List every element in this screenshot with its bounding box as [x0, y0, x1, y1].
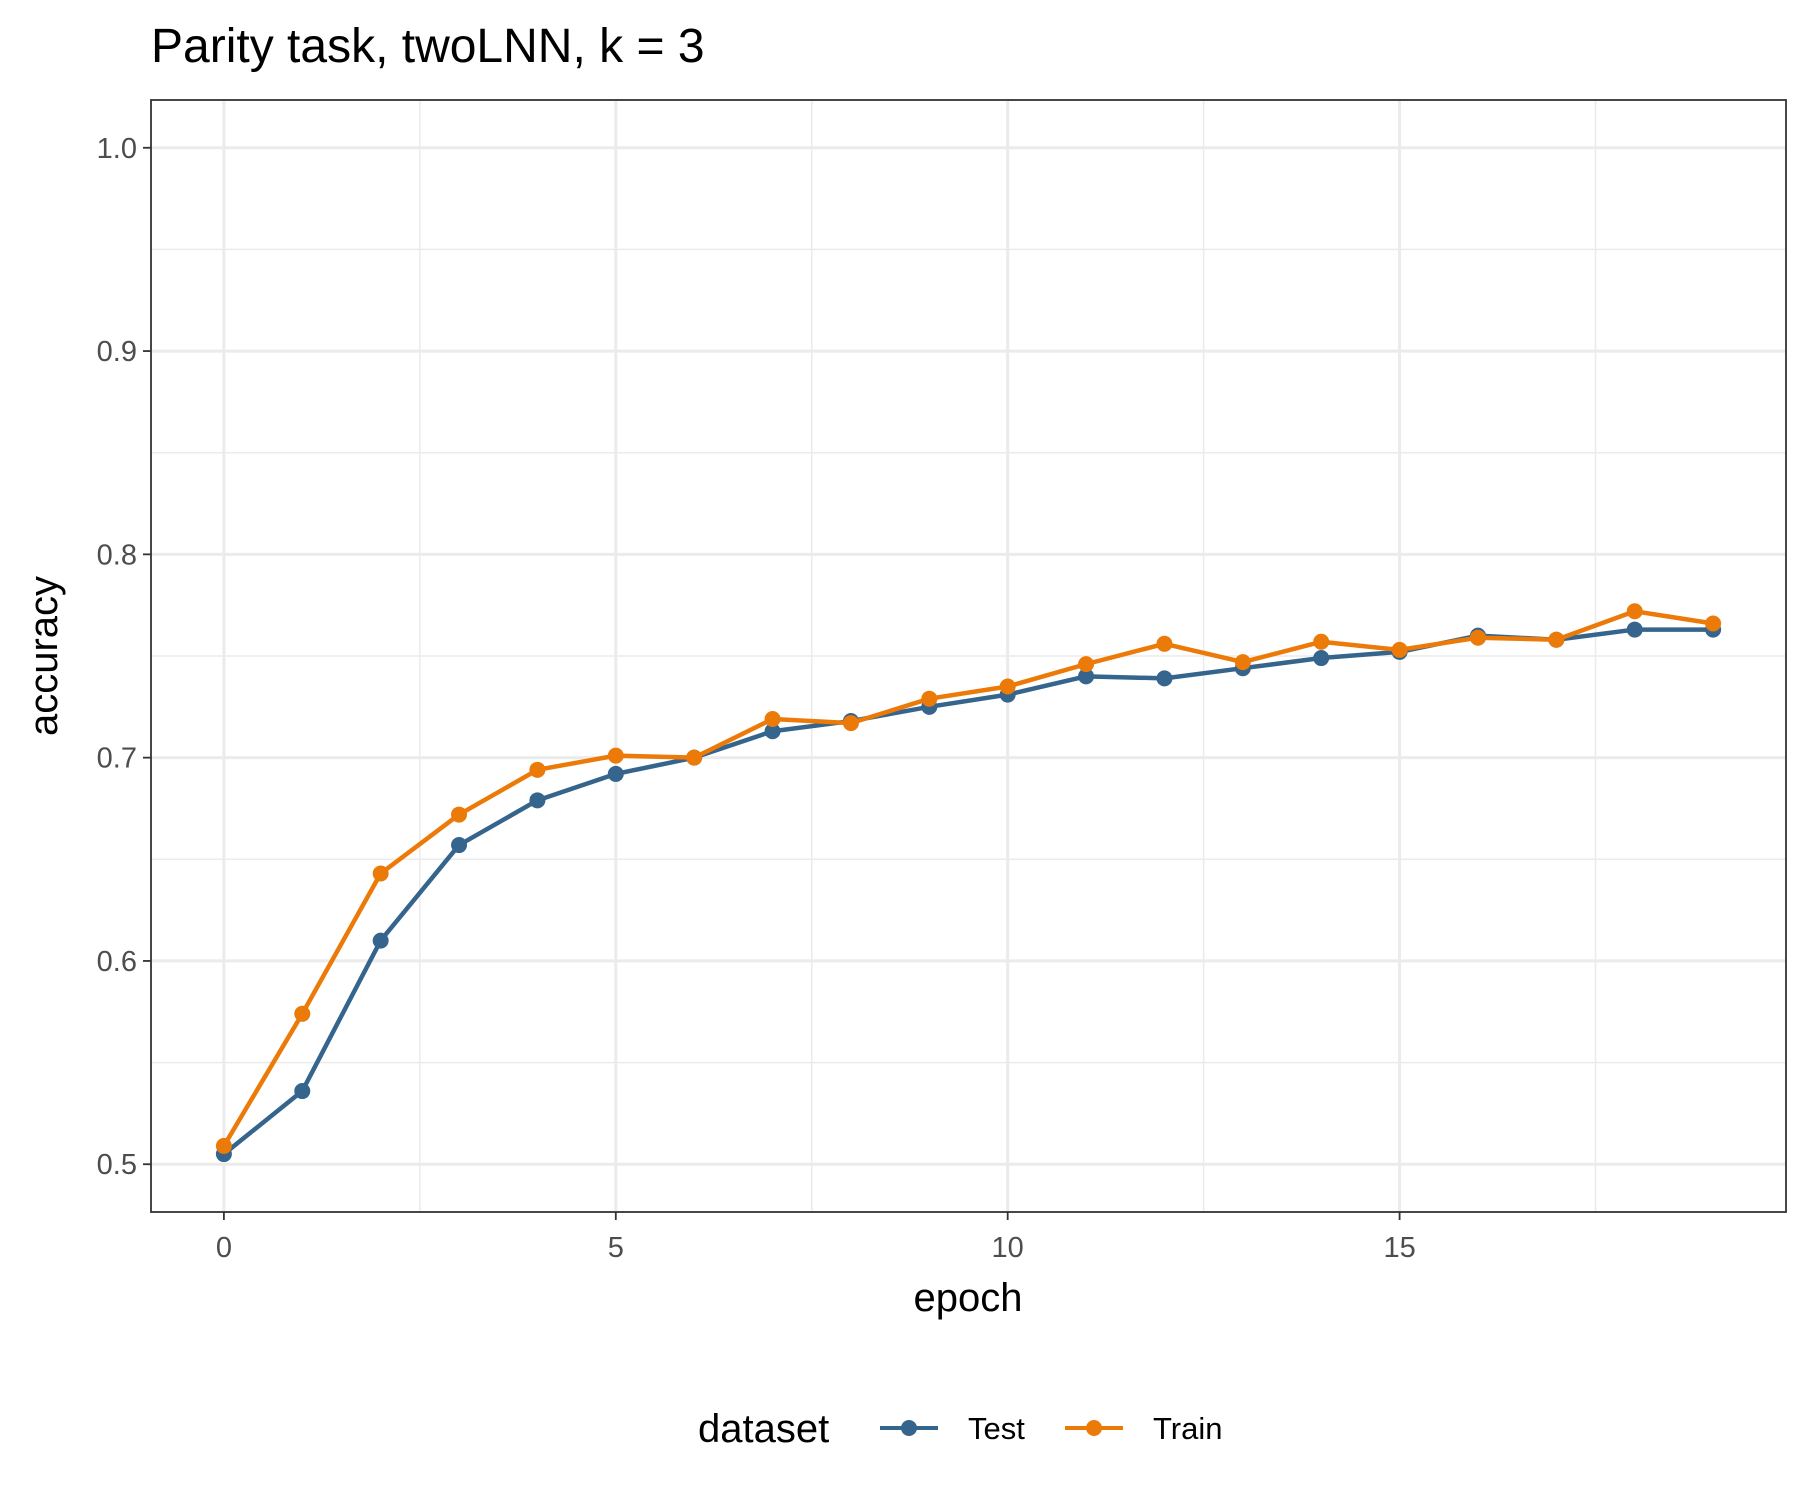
data-point-train	[921, 690, 938, 707]
x-axis-title: epoch	[914, 1276, 1023, 1320]
data-point-train	[372, 865, 389, 882]
legend-label-test: Test	[968, 1411, 1025, 1446]
y-axis-title: accuracy	[22, 576, 66, 736]
data-point-train	[686, 749, 703, 766]
major-gridlines	[151, 100, 1786, 1212]
data-point-train	[1469, 629, 1486, 646]
series-layer	[215, 603, 1722, 1163]
y-tick-label: 0.8	[97, 539, 137, 571]
legend-item-train: Train	[1065, 1411, 1222, 1446]
data-point-train	[842, 715, 859, 732]
y-tick-label: 0.7	[97, 743, 137, 775]
plot-panel	[150, 99, 1787, 1213]
data-point-train	[1391, 641, 1408, 658]
legend-label-train: Train	[1153, 1411, 1222, 1446]
data-point-train	[215, 1137, 232, 1154]
data-point-test	[1313, 650, 1330, 667]
legend-key-point-test	[901, 1420, 917, 1436]
data-point-train	[294, 1005, 311, 1022]
data-point-test	[1078, 668, 1095, 685]
chart-title: Parity task, twoLNN, k = 3	[151, 20, 705, 73]
y-tick-label: 0.5	[97, 1149, 137, 1181]
y-tick-label: 0.6	[97, 946, 137, 978]
data-point-train	[451, 806, 468, 823]
legend-title: dataset	[698, 1407, 829, 1451]
minor-gridlines	[151, 100, 1786, 1212]
legend-key-point-train	[1086, 1420, 1102, 1436]
data-point-train	[764, 711, 781, 728]
data-point-train	[1078, 656, 1095, 673]
series-train	[215, 603, 1722, 1154]
data-point-train	[1626, 603, 1643, 620]
plot-border	[150, 99, 1787, 1213]
legend-item-test: Test	[880, 1411, 1025, 1446]
data-point-train	[1156, 635, 1173, 652]
x-axis: 0 5 10 15	[216, 1212, 1416, 1264]
data-point-test	[764, 723, 781, 740]
data-point-test	[1626, 621, 1643, 638]
data-point-train	[1234, 654, 1251, 671]
x-tick-label: 10	[992, 1232, 1024, 1264]
data-point-train	[999, 678, 1016, 695]
data-point-test	[372, 932, 389, 949]
data-point-test	[294, 1083, 311, 1100]
x-tick-label: 5	[608, 1232, 624, 1264]
y-tick-label: 1.0	[97, 133, 137, 165]
data-point-test	[451, 837, 468, 854]
data-point-test	[529, 792, 546, 809]
data-point-test	[1156, 670, 1173, 687]
y-tick-label: 0.9	[97, 336, 137, 368]
data-point-train	[1705, 615, 1722, 632]
data-point-train	[607, 747, 624, 764]
y-axis: 0.5 0.6 0.7 0.8 0.9 1.0	[97, 133, 151, 1181]
legend: dataset Test Train	[698, 1407, 1222, 1451]
data-point-train	[1313, 633, 1330, 650]
data-point-train	[529, 761, 546, 778]
data-point-train	[1548, 631, 1565, 648]
data-point-test	[607, 765, 624, 782]
x-tick-label: 0	[216, 1232, 232, 1264]
x-tick-label: 15	[1383, 1232, 1415, 1264]
series-line-train	[221, 609, 1714, 1148]
